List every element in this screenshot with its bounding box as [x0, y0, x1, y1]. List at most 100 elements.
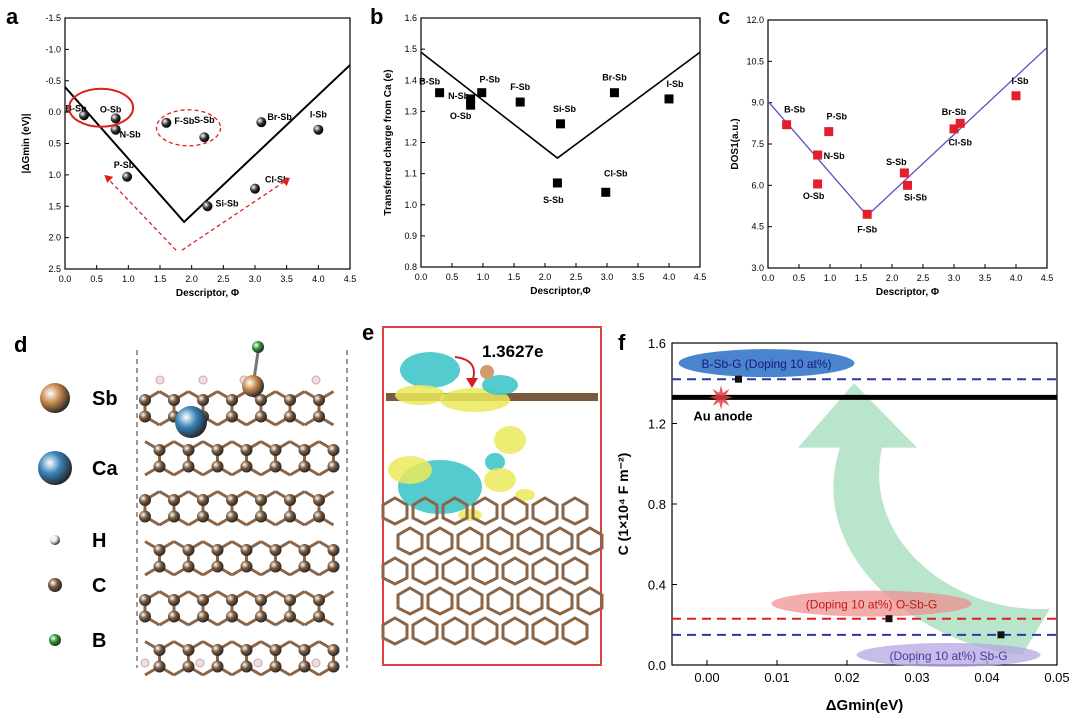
x-tick-label: 0.5 [793, 273, 806, 283]
y-tick-label: -0.5 [45, 76, 61, 86]
carbon-atom [139, 410, 151, 423]
x-tick-label: 0.04 [974, 670, 999, 685]
charge-annotation: 1.3627e [482, 342, 543, 361]
trend-arrow-left [103, 174, 177, 251]
carbon-atom [211, 560, 224, 573]
carbon-atom [139, 494, 151, 506]
y-tick-label: 7.5 [751, 139, 764, 149]
legend-atom-ca [38, 451, 72, 485]
point-label: I-Sb [667, 79, 685, 89]
hexagon-ring [576, 526, 604, 556]
carbon-atom [255, 510, 267, 523]
x-tick-label: 1.5 [154, 274, 167, 284]
isosurface-lobe [494, 426, 526, 454]
x-tick-label: 1.5 [855, 273, 868, 283]
label-au: Au anode [693, 408, 752, 423]
data-point [556, 119, 565, 129]
carbon-atom [168, 594, 180, 606]
panel-letter-c: c [718, 4, 731, 29]
panel-letter-f: f [618, 330, 626, 355]
data-point [477, 88, 487, 98]
hexagon-ring [381, 556, 409, 586]
highlight-ellipse-dashed [155, 109, 222, 147]
point-label: N-Sb [824, 151, 845, 161]
data-point [110, 113, 121, 124]
hydrogen-atom [155, 375, 165, 385]
hexagon-ring [471, 556, 499, 586]
hydrogen-atom [140, 658, 150, 668]
carbon-atom [226, 394, 238, 406]
y-tick-label: 6.0 [751, 180, 764, 190]
x-tick-label: 3.5 [979, 273, 992, 283]
x-axis-label: Descriptor, Φ [176, 288, 239, 299]
hexagon-ring [561, 556, 589, 586]
data-point [664, 94, 674, 104]
data-point [515, 97, 525, 107]
arrowhead-right [280, 178, 290, 187]
y-tick-label: 1.3 [404, 106, 417, 116]
carbon-atom [168, 494, 180, 506]
carbon-atom [226, 410, 238, 423]
y-axis-label: |ΔGmin (eV)| [21, 113, 32, 173]
data-point [466, 100, 476, 110]
carbon-atom [139, 510, 151, 523]
x-tick-label: 0.05 [1044, 670, 1069, 685]
point-label: P-Sb [114, 160, 135, 170]
x-tick-label: 1.0 [122, 274, 135, 284]
x-tick-label: 0.0 [762, 273, 775, 283]
panel-letter-a: a [6, 4, 19, 29]
carbon-atom [153, 444, 166, 456]
carbon-atom [313, 394, 325, 406]
carbon-atom [211, 644, 224, 656]
hydrogen-atom [311, 658, 321, 668]
hexagon-ring [441, 556, 469, 586]
point-label: O-Sb [100, 104, 122, 114]
x-tick-label: 2.5 [217, 274, 230, 284]
y-tick-label: 1.2 [648, 417, 666, 432]
hexagon-ring [486, 526, 514, 556]
data-point [997, 631, 1005, 639]
legend-label-h: H [92, 530, 106, 552]
x-tick-label: 0.0 [59, 274, 72, 284]
data-point [256, 117, 267, 128]
data-point [250, 183, 260, 194]
legend-atom-h [50, 535, 60, 545]
y-tick-label: 2.5 [48, 264, 61, 274]
y-axis-label: Transferred charge from Ca (e) [383, 69, 394, 215]
carbon-atom [139, 394, 151, 406]
x-axis-label: Descriptor,Φ [530, 286, 590, 297]
legend-atom-b [49, 634, 61, 646]
x-tick-label: 1.0 [477, 272, 490, 282]
hexagon-ring [396, 526, 424, 556]
point-label: Br-Sb [267, 112, 292, 122]
x-tick-label: 4.0 [1010, 273, 1023, 283]
carbon-atom [298, 660, 311, 673]
hexagon-ring [456, 586, 484, 616]
carbon-atom [313, 510, 325, 523]
y-tick-label: 4.5 [751, 222, 764, 232]
hexagon-ring [531, 556, 559, 586]
hexagon-ring [501, 616, 529, 646]
carbon-atom [182, 560, 195, 573]
point-label: P-Sb [827, 112, 848, 122]
carbon-atom [255, 494, 267, 506]
y-tick-label: 1.5 [48, 201, 61, 211]
carbon-atom [197, 394, 209, 406]
data-point [949, 124, 959, 134]
y-axis-label: C (1×10⁴ F m⁻²) [615, 453, 631, 556]
hexagon-ring [486, 586, 514, 616]
point-label: Si-Sb [216, 198, 240, 208]
data-point [862, 209, 872, 219]
carbon-atom [284, 410, 296, 423]
hexagon-ring [411, 496, 439, 526]
carbon-atom [211, 660, 224, 673]
data-point [903, 180, 912, 190]
carbon-atom [255, 594, 267, 606]
x-tick-label: 4.5 [1041, 273, 1054, 283]
carbon-atom [313, 410, 325, 423]
label-bubble-o [771, 590, 972, 617]
y-tick-label: 1.0 [48, 170, 61, 180]
trend-arrow-right [181, 177, 291, 251]
isosurface-lobe [395, 385, 445, 405]
